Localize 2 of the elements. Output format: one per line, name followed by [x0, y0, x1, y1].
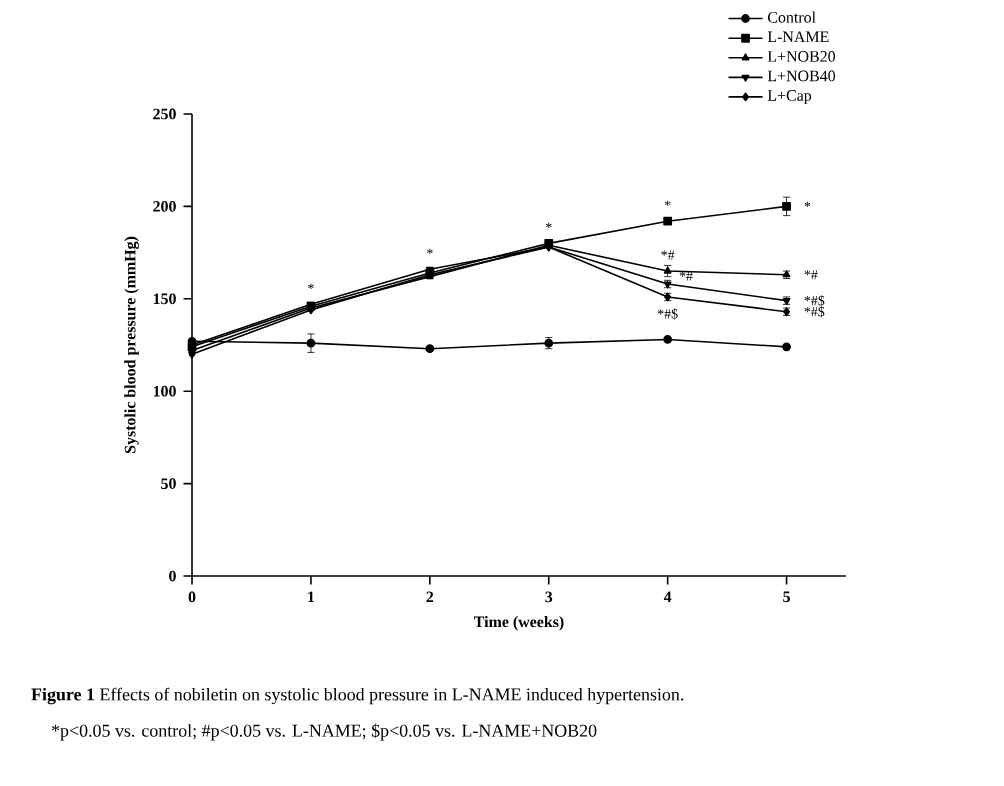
text: *p<0.05 vs. control; #p<0.05 vs. L-NAME; $p<0.05 vs. L-NAME+NOB20	[51, 723, 597, 741]
text: Figure 1 Effects of nobiletin on systolic blood pressure in L-NAME induced hypertension.	[31, 687, 684, 705]
